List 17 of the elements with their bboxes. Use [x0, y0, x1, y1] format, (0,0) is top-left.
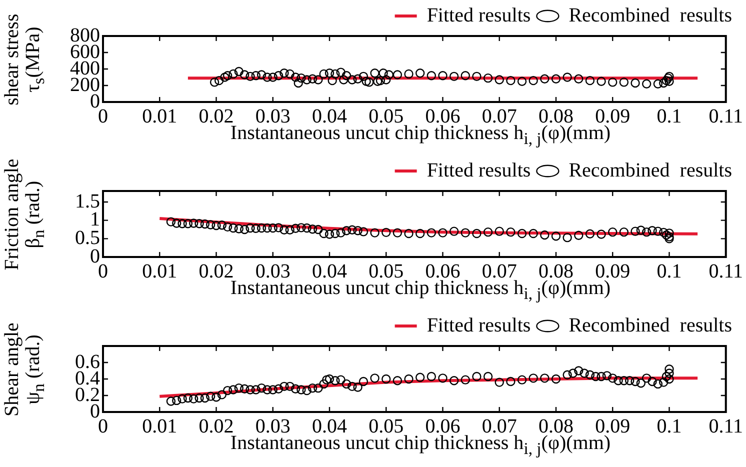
legend-label: Fitted results	[426, 314, 531, 336]
x-tick-label: 0.01	[142, 415, 178, 438]
x-tick-label: 0.01	[142, 260, 178, 282]
legend-label: Fitted results	[426, 159, 531, 182]
x-tick-label: 0.11	[708, 415, 744, 438]
x-tick-label: 0.11	[708, 260, 744, 282]
x-tick-label: 0.01	[142, 105, 178, 128]
legend-label: Recombined results	[568, 314, 732, 336]
legend-label: Recombined results	[568, 159, 732, 182]
x-tick-label: 0.11	[708, 105, 744, 128]
x-tick-label: 0.1	[656, 260, 682, 282]
legend-label: Recombined results	[568, 4, 732, 26]
legend-label: Fitted results	[426, 4, 531, 26]
y-tick-label: 0	[90, 400, 100, 422]
x-tick-label: 0.1	[656, 105, 682, 128]
y-tick-label: 0	[90, 90, 100, 112]
x-tick-label: 0.1	[656, 415, 682, 438]
